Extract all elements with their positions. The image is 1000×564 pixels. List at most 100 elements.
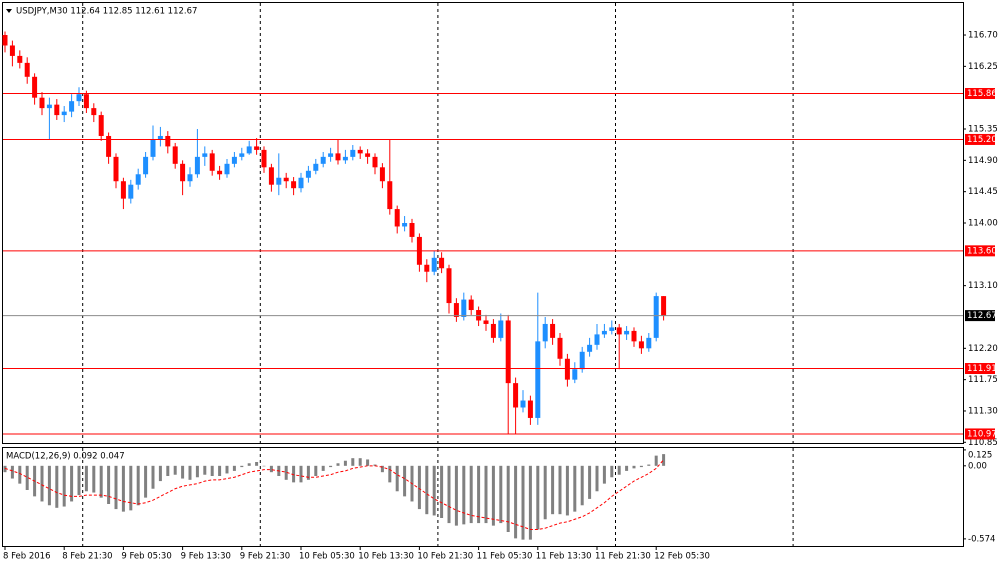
x-tick-label: 10 Feb 21:30 xyxy=(417,552,473,562)
candle-body xyxy=(291,181,297,189)
macd-bar xyxy=(144,465,148,498)
candle-body xyxy=(209,153,215,171)
candle-body xyxy=(24,62,30,77)
macd-bar xyxy=(647,464,651,466)
candle-body xyxy=(313,163,319,171)
macd-bar xyxy=(514,465,518,539)
candle-body xyxy=(150,139,156,157)
candle-body xyxy=(268,167,274,185)
macd-bar xyxy=(166,465,170,476)
candle-body xyxy=(564,358,570,380)
macd-title: MACD(12,26,9) 0.092 0.047 xyxy=(6,452,125,462)
candle-body xyxy=(224,163,230,175)
macd-bar xyxy=(181,465,185,479)
macd-bar xyxy=(210,465,214,476)
macd-bar xyxy=(284,465,288,480)
macd-bar xyxy=(158,465,162,482)
macd-bar xyxy=(25,465,29,490)
macd-bar xyxy=(610,465,614,478)
macd-bar xyxy=(565,465,569,516)
macd-bar xyxy=(92,465,96,493)
candle-body xyxy=(135,174,141,185)
macd-bar xyxy=(129,465,133,511)
macd-bar xyxy=(84,465,88,492)
macd-bar xyxy=(321,465,325,471)
macd-bar xyxy=(528,465,532,540)
candle-body xyxy=(439,257,445,269)
candle-body xyxy=(402,223,408,227)
y-tick-label: 116.70 xyxy=(968,31,998,41)
macd-bar xyxy=(602,465,606,484)
macd-bar xyxy=(380,465,384,473)
candle-body xyxy=(165,135,171,147)
macd-bar xyxy=(151,465,155,489)
menu-arrow[interactable] xyxy=(6,9,12,13)
macd-bar xyxy=(269,465,273,473)
macd-bar xyxy=(329,465,333,468)
macd-bar xyxy=(580,465,584,506)
candle-body xyxy=(120,181,126,199)
macd-bar xyxy=(232,465,236,471)
candle-body xyxy=(202,153,208,157)
macd-bar xyxy=(543,465,547,520)
level-label-box xyxy=(965,428,995,440)
candle-body xyxy=(409,223,415,237)
level-label: 111.91 xyxy=(967,364,997,374)
macd-bar xyxy=(432,465,436,516)
level-label: 115.86 xyxy=(967,89,997,99)
candle-body xyxy=(431,257,437,272)
x-tick-label: 8 Feb 2016 xyxy=(3,552,51,562)
candle-body xyxy=(83,94,89,109)
chart-title: USDJPY,M30 112.64 112.85 112.61 112.67 xyxy=(16,7,197,17)
macd-bar xyxy=(314,465,318,476)
candle-body xyxy=(342,156,348,161)
macd-bar xyxy=(373,464,377,466)
candle-body xyxy=(254,146,260,150)
current-price-label: 112.67 xyxy=(967,311,997,321)
macd-bar xyxy=(454,465,458,526)
y-tick-label: 115.35 xyxy=(968,125,998,135)
macd-bar xyxy=(366,459,370,466)
level-label-box xyxy=(965,133,995,145)
x-tick-label: 9 Feb 21:30 xyxy=(240,552,290,562)
macd-bar xyxy=(62,465,66,507)
level-label-box xyxy=(965,245,995,257)
macd-bar xyxy=(639,465,643,468)
candle-body xyxy=(172,146,178,164)
candle-body xyxy=(217,170,223,175)
candle-body xyxy=(601,330,607,335)
candle-body xyxy=(483,320,489,324)
candle-body xyxy=(527,400,533,418)
y-tick-label: 113.10 xyxy=(968,281,998,291)
candle-body xyxy=(557,337,563,359)
candle-body xyxy=(638,341,644,349)
candle-body xyxy=(246,146,252,154)
candle-body xyxy=(54,104,60,116)
y-tick-label: 114.90 xyxy=(968,156,998,166)
candle-body xyxy=(468,299,474,311)
candle-body xyxy=(305,170,311,178)
x-tick-label: 8 Feb 21:30 xyxy=(62,552,112,562)
candle-body xyxy=(520,400,526,408)
candle-body xyxy=(646,337,652,349)
macd-bar xyxy=(351,458,355,466)
macd-bar xyxy=(114,465,118,510)
macd-bar xyxy=(491,465,495,526)
macd-bar xyxy=(551,465,555,515)
candle-body xyxy=(550,323,556,338)
y-tick-label: 110.85 xyxy=(968,438,998,448)
candle-body xyxy=(320,156,326,164)
macd-bar xyxy=(247,463,251,466)
plot-layer: 116.70 116.25 115.35 114.90 114.45 114.00 113.… xyxy=(2,3,998,562)
y-tick-label: 114.00 xyxy=(968,219,998,229)
candle-body xyxy=(283,177,289,182)
macd-bar xyxy=(121,465,125,512)
candle-body xyxy=(276,177,282,185)
candle-body xyxy=(9,45,15,56)
candle-body xyxy=(328,153,334,157)
candle-body xyxy=(394,209,400,227)
macd-bar xyxy=(588,465,592,499)
candle-body xyxy=(98,115,104,136)
candle-body xyxy=(261,149,267,168)
candle-body xyxy=(594,334,600,345)
